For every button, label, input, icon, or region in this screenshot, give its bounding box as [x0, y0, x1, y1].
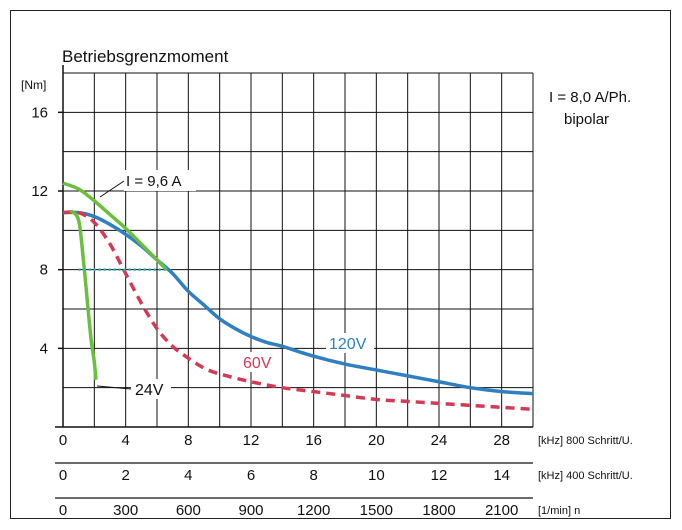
x-tick-label: 12 — [243, 432, 260, 449]
curve-boost-9-6a — [62, 181, 168, 271]
x-tick-label: 6 — [247, 467, 255, 484]
x-tick-label: 20 — [368, 432, 385, 449]
x-tick-label: 2100 — [485, 502, 518, 519]
x-tick-label: 1500 — [360, 502, 393, 519]
label-24v: 24V — [135, 382, 164, 399]
x-tick-label: 4 — [121, 432, 129, 449]
x-tick-label: 14 — [493, 467, 510, 484]
label-120v-background — [326, 333, 374, 353]
label-60v-background — [241, 352, 277, 372]
chart-title: Betriebsgrenzmoment — [62, 47, 229, 66]
labels: 120V 60V 24V I = 9,6 A — [96, 170, 374, 399]
curves — [62, 181, 534, 412]
x-tick-label: 1200 — [297, 502, 330, 519]
x-axis-unit: [kHz] 800 Schritt/U. — [538, 435, 633, 447]
x-tick-label: 300 — [113, 502, 138, 519]
x-tick-label: 28 — [493, 432, 510, 449]
x-tick-label: 24 — [431, 432, 448, 449]
x-tick-label: 900 — [238, 502, 263, 519]
curve-24v — [69, 209, 98, 380]
x-tick-label: 16 — [305, 432, 322, 449]
x-axis-unit: [1/min] n — [538, 505, 580, 517]
x-axis-unit: [kHz] 400 Schritt/U. — [538, 470, 633, 482]
x-tick-label: 0 — [59, 502, 67, 519]
x-tick-label: 0 — [59, 432, 67, 449]
current-annotation: I = 8,0 A/Ph. — [549, 89, 631, 106]
x-tick-label: 1800 — [422, 502, 455, 519]
mode-annotation: bipolar — [564, 111, 609, 128]
x-tick-label: 2 — [121, 467, 129, 484]
label-120v: 120V — [329, 336, 367, 353]
label-boost-leader — [99, 180, 125, 198]
x-tick-label: 12 — [431, 467, 448, 484]
x-tick-label: 8 — [309, 467, 317, 484]
grid — [62, 72, 534, 428]
x-tick-label: 0 — [59, 467, 67, 484]
y-axis-unit: [Nm] — [21, 78, 46, 92]
label-60v: 60V — [243, 355, 272, 372]
y-tick-label: 4 — [40, 340, 48, 357]
x-tick-label: 8 — [184, 432, 192, 449]
x-tick-label: 10 — [368, 467, 385, 484]
x-tick-label: 600 — [176, 502, 201, 519]
y-tick-label: 8 — [40, 262, 48, 279]
x-tick-label: 4 — [184, 467, 192, 484]
label-24v-leader — [96, 385, 132, 390]
y-tick-label: 16 — [31, 104, 48, 121]
label-boost: I = 9,6 A — [126, 173, 181, 190]
label-boost-background — [124, 170, 196, 191]
label-24v-background — [131, 379, 171, 399]
y-tick-label: 12 — [31, 183, 48, 200]
curve-120v — [62, 210, 534, 396]
